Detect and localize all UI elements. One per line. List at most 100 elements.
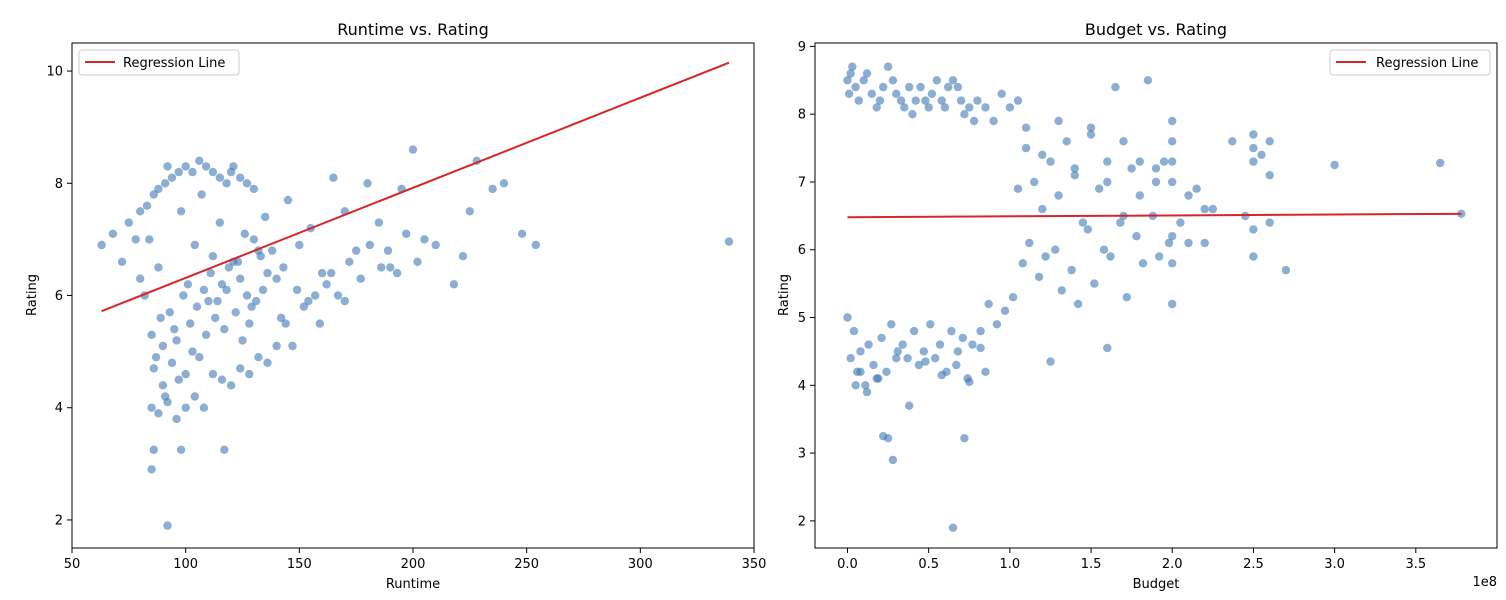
data-point <box>981 103 990 112</box>
data-point <box>283 195 293 205</box>
data-point <box>952 360 961 370</box>
data-point <box>288 341 297 351</box>
y-tick-label: 4 <box>798 379 806 394</box>
data-point <box>1083 225 1093 234</box>
data-point <box>883 62 893 71</box>
x-ticks: 0.0 0.5 1.0 1.5 2.0 2.5 3.0 3.5 <box>837 548 1426 572</box>
data-point <box>142 201 152 210</box>
data-point <box>843 76 852 85</box>
data-point <box>174 375 183 384</box>
data-point <box>1119 137 1128 146</box>
data-point <box>279 263 288 272</box>
data-point <box>458 252 468 261</box>
data-point <box>190 392 199 401</box>
data-point <box>499 179 509 188</box>
data-point <box>345 257 354 266</box>
data-point <box>224 263 234 272</box>
data-point <box>1151 177 1161 187</box>
data-point <box>1046 157 1055 166</box>
y-tick-label: 2 <box>798 514 806 529</box>
data-point <box>867 89 876 99</box>
data-point <box>247 302 256 311</box>
data-point <box>846 69 855 78</box>
data-point <box>1281 265 1291 275</box>
data-point <box>147 330 156 339</box>
data-point <box>856 367 865 376</box>
data-point <box>374 218 384 227</box>
data-point <box>932 76 941 85</box>
data-point <box>1103 343 1112 353</box>
data-point <box>900 103 909 112</box>
data-point <box>263 268 272 278</box>
data-point <box>315 319 324 328</box>
x-tick-label: 1.0 <box>1000 557 1021 572</box>
data-point <box>299 302 309 311</box>
data-point <box>206 268 215 278</box>
x-ticks: 50 100 150 200 250 300 350 <box>64 548 767 572</box>
data-point <box>1041 252 1050 261</box>
data-point <box>1457 209 1466 218</box>
regression-line <box>847 212 1462 219</box>
data-point <box>236 364 245 373</box>
data-point <box>1168 259 1177 268</box>
data-point <box>846 354 855 363</box>
data-point <box>984 299 993 309</box>
data-point <box>211 313 220 323</box>
y-tick-label: 3 <box>798 447 806 462</box>
data-point <box>229 162 238 171</box>
data-point <box>147 403 156 412</box>
data-point <box>956 96 966 105</box>
data-point <box>1057 286 1067 295</box>
data-point <box>893 347 902 356</box>
data-point <box>872 103 881 112</box>
data-point <box>1168 116 1177 126</box>
x-tick-label: 100 <box>173 557 198 572</box>
data-point <box>245 319 254 328</box>
data-point <box>1249 225 1258 234</box>
data-point <box>136 274 145 283</box>
data-point <box>1099 245 1109 254</box>
y-ticks: 2 3 4 5 6 7 8 9 <box>798 40 815 529</box>
data-point <box>1038 204 1047 214</box>
data-point <box>163 521 172 530</box>
data-point <box>1054 191 1063 200</box>
data-point <box>1046 357 1055 366</box>
data-point <box>292 285 302 295</box>
data-point <box>973 96 982 105</box>
data-point <box>1168 232 1177 241</box>
data-point <box>136 207 145 216</box>
data-point <box>976 326 985 336</box>
data-point <box>158 381 168 390</box>
data-point <box>272 274 281 283</box>
data-point <box>174 167 183 177</box>
data-point <box>1030 177 1039 187</box>
data-point <box>149 445 158 454</box>
data-point <box>1086 130 1096 139</box>
x-tick-label: 350 <box>742 557 767 572</box>
data-point <box>220 325 229 334</box>
data-point <box>170 325 179 334</box>
x-tick-label: 2.0 <box>1162 557 1183 572</box>
data-point <box>896 96 906 105</box>
data-point <box>1200 204 1209 214</box>
data-point <box>195 353 204 362</box>
data-point <box>997 89 1006 99</box>
data-point <box>856 347 865 356</box>
data-point <box>903 354 912 363</box>
data-point <box>1078 218 1088 227</box>
data-point <box>377 263 386 272</box>
data-point <box>911 96 920 105</box>
data-point <box>724 237 734 246</box>
data-point <box>879 82 888 92</box>
data-point <box>1103 177 1112 187</box>
plot-frame <box>71 42 755 549</box>
data-point <box>188 167 197 177</box>
data-point <box>1184 191 1193 200</box>
data-point <box>249 235 259 244</box>
data-point <box>181 162 190 171</box>
data-point <box>851 381 860 390</box>
data-point <box>488 184 497 194</box>
x-tick-label: 0.5 <box>918 557 939 572</box>
data-point <box>208 167 218 177</box>
